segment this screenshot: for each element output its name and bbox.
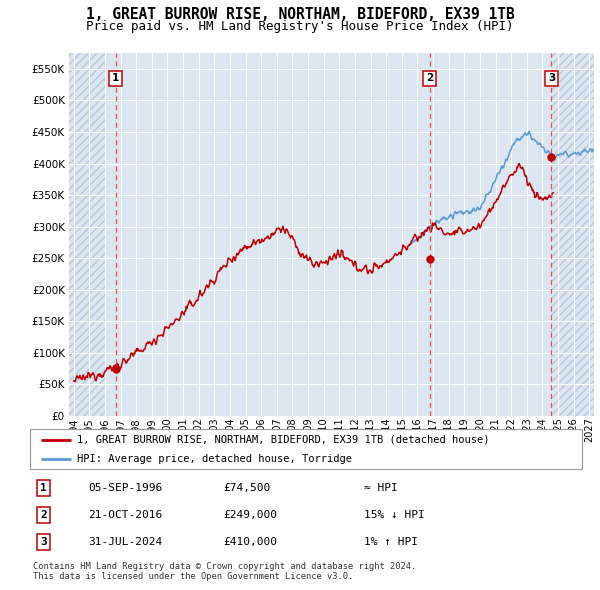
- Text: 2: 2: [427, 74, 434, 84]
- Text: 31-JUL-2024: 31-JUL-2024: [88, 537, 162, 547]
- Text: 3: 3: [40, 537, 47, 547]
- Bar: [551, 53, 594, 416]
- FancyBboxPatch shape: [30, 429, 582, 469]
- Text: £249,000: £249,000: [223, 510, 277, 520]
- Text: 2: 2: [40, 510, 47, 520]
- Text: £74,500: £74,500: [223, 483, 271, 493]
- Text: Contains HM Land Registry data © Crown copyright and database right 2024.
This d: Contains HM Land Registry data © Crown c…: [33, 562, 416, 581]
- Text: 05-SEP-1996: 05-SEP-1996: [88, 483, 162, 493]
- Text: 3: 3: [548, 74, 555, 84]
- Text: £410,000: £410,000: [223, 537, 277, 547]
- Text: 1, GREAT BURROW RISE, NORTHAM, BIDEFORD, EX39 1TB: 1, GREAT BURROW RISE, NORTHAM, BIDEFORD,…: [86, 7, 514, 22]
- Text: ≈ HPI: ≈ HPI: [364, 483, 398, 493]
- Text: Price paid vs. HM Land Registry's House Price Index (HPI): Price paid vs. HM Land Registry's House …: [86, 20, 514, 33]
- Bar: [69, 53, 105, 416]
- Text: 1: 1: [40, 483, 47, 493]
- Text: 1: 1: [112, 74, 119, 84]
- Text: 1, GREAT BURROW RISE, NORTHAM, BIDEFORD, EX39 1TB (detached house): 1, GREAT BURROW RISE, NORTHAM, BIDEFORD,…: [77, 435, 490, 445]
- Text: 21-OCT-2016: 21-OCT-2016: [88, 510, 162, 520]
- Text: HPI: Average price, detached house, Torridge: HPI: Average price, detached house, Torr…: [77, 454, 352, 464]
- Text: 15% ↓ HPI: 15% ↓ HPI: [364, 510, 425, 520]
- Text: 1% ↑ HPI: 1% ↑ HPI: [364, 537, 418, 547]
